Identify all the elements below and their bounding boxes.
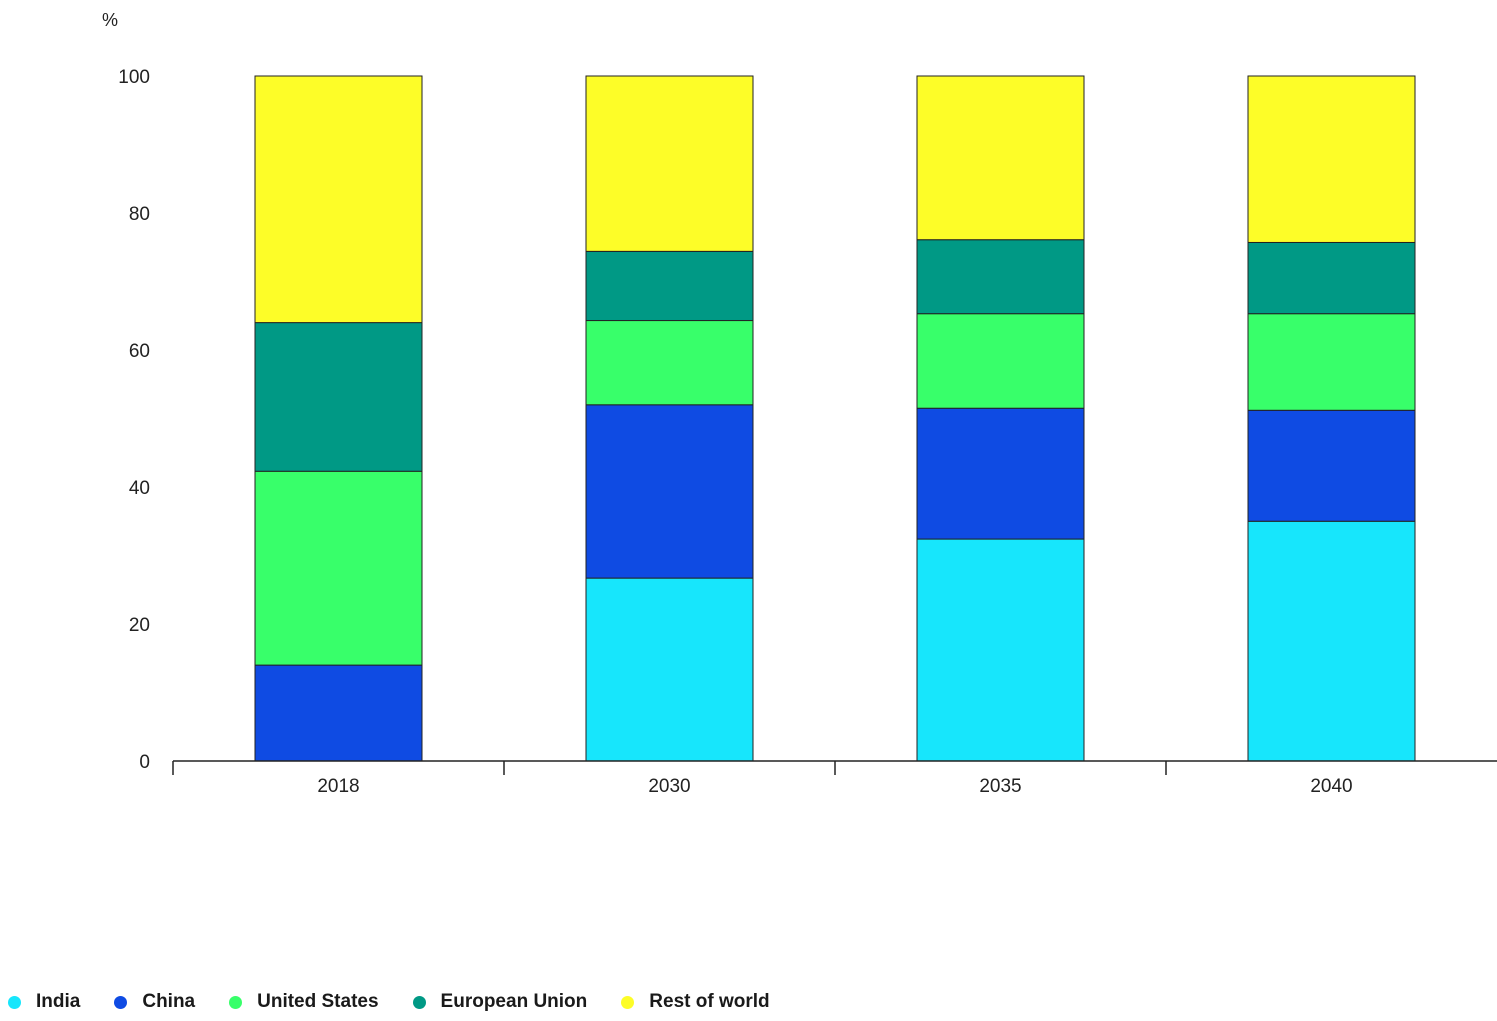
- bar-segment: [1247, 75, 1416, 243]
- y-tick-label: 80: [129, 204, 150, 225]
- bar-segment: [254, 470, 423, 666]
- bar-segment: [916, 538, 1085, 762]
- bar-segment: [585, 577, 754, 762]
- y-axis-unit-label: %: [102, 10, 118, 30]
- legend-label: United States: [257, 991, 379, 1012]
- legend-swatch: [229, 995, 243, 1009]
- bar-segment: [585, 250, 754, 322]
- bar-segment: [1247, 520, 1416, 762]
- y-tick-label: 40: [129, 478, 150, 499]
- bars: [254, 75, 1416, 762]
- legend-item: China: [114, 991, 195, 1013]
- legend-label: Rest of world: [649, 991, 770, 1012]
- y-axis-ticks: 0 20 40 60 80 100: [118, 67, 150, 773]
- legend-item: India: [8, 991, 80, 1013]
- legend: India China United States European Union Res…: [8, 990, 804, 1014]
- legend-swatch: [412, 995, 426, 1009]
- legend-label: European Union: [440, 991, 588, 1012]
- bar-segment: [1247, 313, 1416, 411]
- legend-item: European Union: [412, 991, 588, 1013]
- bar-segment: [916, 75, 1085, 241]
- bar-segment: [1247, 409, 1416, 522]
- bar-segment: [916, 407, 1085, 540]
- legend-item: United States: [229, 991, 379, 1013]
- bar-segment: [254, 664, 423, 762]
- bar-segment: [585, 404, 754, 579]
- legend-swatch: [621, 995, 635, 1009]
- x-tick-label: 2035: [979, 776, 1021, 797]
- legend-swatch: [114, 995, 128, 1009]
- x-tick-label: 2030: [648, 776, 690, 797]
- y-tick-label: 100: [118, 67, 150, 88]
- bar-segment: [1247, 241, 1416, 315]
- bar-segment: [916, 313, 1085, 409]
- legend-label: China: [142, 991, 196, 1012]
- bar-segment: [585, 75, 754, 252]
- bar-segment: [254, 322, 423, 472]
- y-tick-label: 0: [139, 752, 150, 773]
- x-tick-label: 2040: [1310, 776, 1352, 797]
- legend-item: Rest of world: [621, 991, 770, 1013]
- x-axis: 2018 2030 2035 2040: [172, 760, 1497, 797]
- x-tick-label: 2018: [317, 776, 359, 797]
- legend-label: India: [36, 991, 81, 1012]
- legend-swatch: [8, 995, 21, 1009]
- bar-segment: [585, 320, 754, 406]
- bar-segment: [916, 239, 1085, 315]
- y-tick-label: 20: [129, 615, 150, 636]
- y-tick-label: 60: [129, 341, 150, 362]
- bar-segment: [254, 75, 423, 324]
